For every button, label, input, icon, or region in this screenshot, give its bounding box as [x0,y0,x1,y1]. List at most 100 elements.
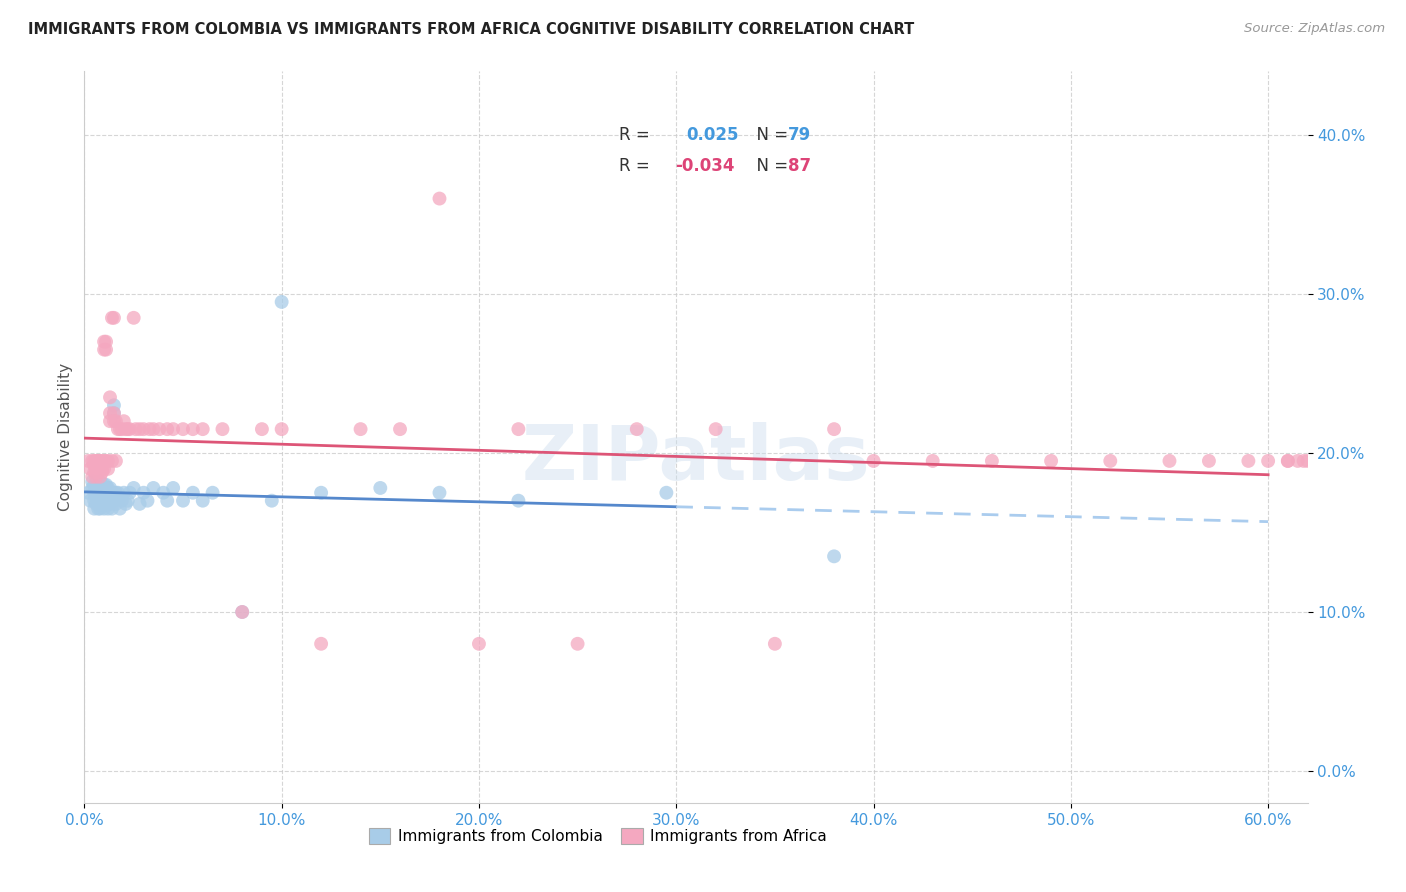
Point [980,454,1002,468]
Point [93,501,115,516]
Point [91,493,114,508]
Point [83,493,105,508]
Point [91,465,114,479]
Point [1198,454,1220,468]
Point [89,454,111,468]
Point [82,470,104,484]
Point [89,462,111,476]
Point [1277,454,1299,468]
Point [97,462,120,476]
Point [508,422,530,436]
Point [136,493,159,508]
Point [94,493,117,508]
Text: 79: 79 [787,126,811,144]
Text: R =: R = [619,157,655,175]
Point [128,497,150,511]
Point [104,454,127,468]
Point [77,485,100,500]
Point [97,493,120,508]
Point [98,497,121,511]
Point [93,485,115,500]
Point [87,477,110,491]
Point [704,422,727,436]
Point [172,422,194,436]
Point [103,406,125,420]
Text: N =: N = [745,157,793,175]
Point [567,637,589,651]
Point [87,485,110,500]
Point [103,406,125,420]
Point [107,485,129,500]
Point [82,475,104,489]
Point [112,485,135,500]
Point [124,422,146,436]
Point [89,475,111,489]
Point [429,192,451,206]
Point [118,422,141,436]
Point [103,493,125,508]
Point [97,501,120,516]
Point [142,422,165,436]
Point [1296,454,1319,468]
Point [94,477,117,491]
Point [104,497,127,511]
Point [93,481,115,495]
Point [250,422,273,436]
Point [270,422,292,436]
Point [83,477,105,491]
Point [231,605,253,619]
Point [1257,454,1279,468]
Point [97,454,120,468]
Point [87,493,110,508]
Point [93,334,115,349]
Point [152,485,174,500]
Point [108,491,131,505]
Point [94,485,117,500]
Point [309,485,332,500]
Point [117,422,139,436]
Point [142,481,165,495]
Point [349,422,371,436]
Point [87,454,110,468]
Point [84,481,107,495]
Point [162,481,184,495]
Point [156,422,179,436]
Point [101,485,124,500]
Point [132,485,155,500]
Point [84,497,107,511]
Text: ZIPatlas: ZIPatlas [522,422,870,496]
Point [77,454,100,468]
Point [104,485,127,500]
Point [655,485,678,500]
Point [260,493,283,508]
Point [114,497,136,511]
Point [201,485,224,500]
Point [122,481,145,495]
Point [1237,454,1260,468]
Text: R =: R = [619,126,661,144]
Point [98,491,121,505]
Point [132,422,155,436]
Point [211,422,233,436]
Point [91,462,114,476]
Point [93,477,115,491]
Point [97,481,120,495]
Point [156,493,179,508]
Point [626,422,648,436]
Text: N =: N = [745,126,793,144]
Point [108,422,131,436]
Point [389,422,412,436]
Point [98,481,121,495]
Point [508,493,530,508]
Point [270,294,292,309]
Point [101,493,124,508]
Point [98,390,121,404]
Point [84,470,107,484]
Point [118,485,141,500]
Point [823,549,845,564]
Point [83,485,105,500]
Point [231,605,253,619]
Point [104,414,127,428]
Point [101,501,124,516]
Legend: Immigrants from Colombia, Immigrants from Africa: Immigrants from Colombia, Immigrants fro… [363,822,834,850]
